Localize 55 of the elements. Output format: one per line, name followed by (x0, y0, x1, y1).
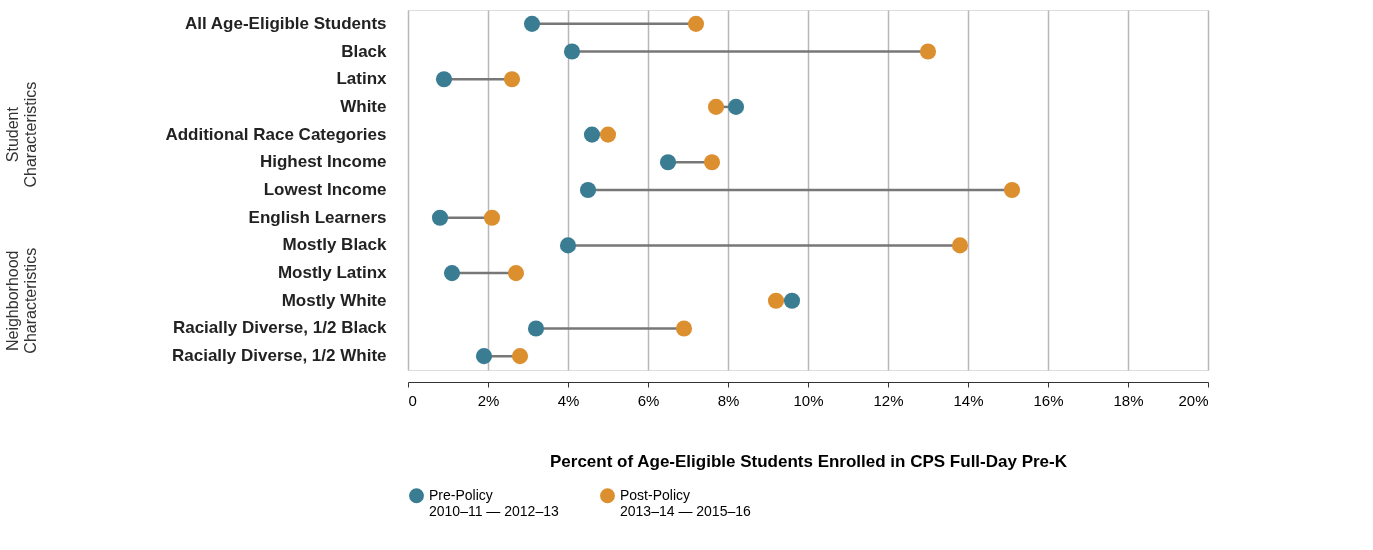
point (951, 237, 969, 254)
point (599, 126, 617, 143)
point (563, 43, 581, 60)
x-tick-label: 18% (1113, 391, 1144, 409)
y-tick-label: Racially Diverse, 1/2 White (172, 346, 387, 366)
point (523, 15, 541, 32)
y-tick-label: White (340, 96, 387, 116)
x-tick-label: 10% (793, 391, 824, 409)
point (507, 265, 525, 282)
point (707, 98, 725, 115)
y-tick-label: Mostly Black (282, 235, 388, 255)
point (511, 348, 529, 365)
point (579, 181, 597, 199)
text: Student Characteristics (4, 81, 39, 188)
x-tick-label: 20% (1178, 391, 1209, 409)
point (1003, 181, 1021, 199)
y-tick-label: Mostly Latinx (277, 263, 388, 283)
legend-label: Post-Policy 2013–14 — 2015–16 (620, 486, 751, 519)
text: Neighborhood Characteristics (4, 247, 39, 354)
point (675, 320, 693, 337)
y-tick-label: Mostly White (281, 290, 387, 310)
point (659, 154, 677, 171)
point (783, 292, 801, 309)
y-tick-label: Latinx (336, 69, 388, 89)
y-tick-label: Highest Income (259, 152, 387, 172)
x-tick-label: 6% (637, 391, 660, 409)
y-tick-label: Black (341, 41, 388, 61)
x-tick-label: 12% (873, 391, 904, 409)
legend-label: Pre-Policy 2010–11 — 2012–13 (429, 486, 559, 519)
point (443, 265, 461, 282)
y-tick-label: Lowest Income (263, 180, 387, 199)
point (919, 43, 937, 60)
point (767, 292, 785, 309)
point (703, 154, 721, 171)
point (687, 15, 705, 32)
x-axis-title: Percent of Age-Eligible Students Enrolled in CPS Full-Day Pre-K (550, 451, 1068, 471)
x-tick-label: 0 (408, 391, 417, 409)
x-tick-label: 2% (477, 391, 500, 409)
point (483, 209, 501, 226)
point (431, 209, 449, 226)
x-tick-label: 8% (717, 391, 740, 409)
y-tick-label: Additional Race Categories (165, 124, 387, 144)
x-tick-label: 4% (557, 391, 580, 409)
point (527, 320, 545, 337)
y-tick-label: All Age-Eligible Students (185, 13, 387, 33)
y-tick-label: English Learners (248, 207, 387, 227)
point (583, 126, 601, 143)
y-tick-label: Racially Diverse, 1/2 Black (172, 318, 388, 338)
x-tick-label: 16% (1033, 391, 1064, 409)
x-tick-label: 14% (953, 391, 984, 409)
point (727, 98, 745, 115)
point (503, 71, 521, 88)
point (559, 237, 577, 254)
point (475, 348, 493, 365)
point (435, 71, 453, 88)
